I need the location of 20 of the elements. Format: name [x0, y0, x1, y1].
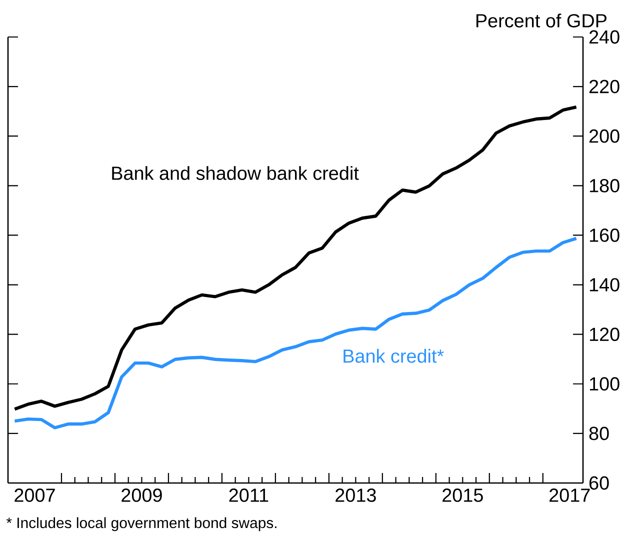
series-label: Bank and shadow bank credit — [112, 166, 359, 180]
y-tick-label: 140 — [590, 278, 620, 292]
y-tick-label: 100 — [590, 377, 620, 391]
x-tick-label: 2017 — [550, 488, 590, 502]
x-tick-label: 2007 — [14, 488, 55, 502]
y-tick-label: 120 — [590, 328, 620, 342]
x-tick-label: 2015 — [442, 488, 483, 502]
y-tick-label: 160 — [590, 228, 620, 242]
y-tick-label: 240 — [589, 30, 620, 44]
y-tick-label: 200 — [589, 129, 620, 143]
x-tick-label: 2011 — [229, 488, 268, 502]
text: * Includes local government bond swaps. — [6, 517, 276, 532]
y-tick-label: 80 — [589, 426, 609, 440]
y-tick-label: 60 — [589, 476, 609, 490]
y-tick-label: 220 — [589, 80, 620, 94]
x-tick-label: 2009 — [122, 488, 162, 502]
y-tick-label: 180 — [590, 178, 620, 192]
x-tick-label: 2013 — [336, 488, 376, 502]
y-axis-title: Percent of GDP — [476, 14, 606, 28]
series-label: Bank credit* — [344, 348, 444, 363]
